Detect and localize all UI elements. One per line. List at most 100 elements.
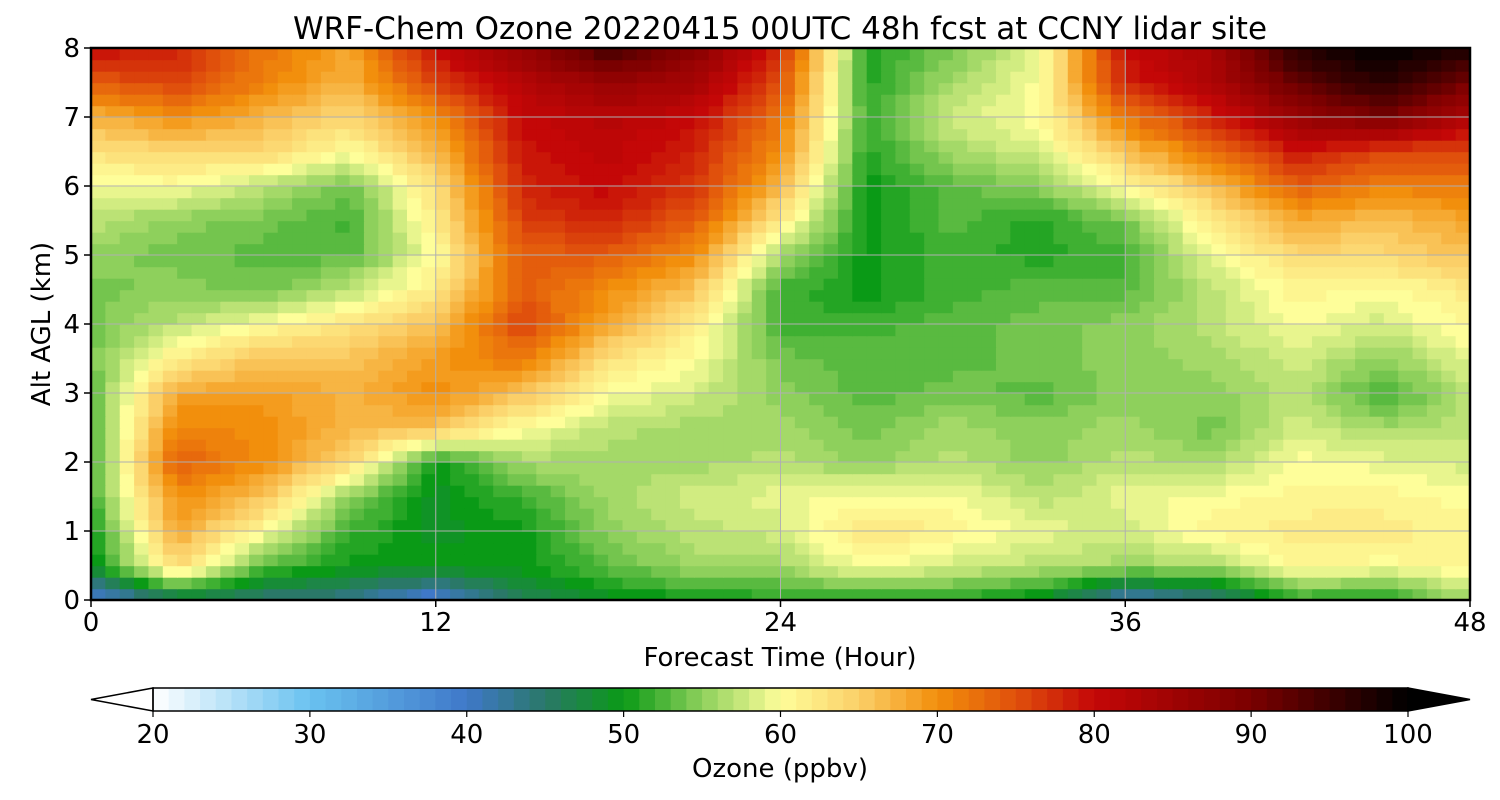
- heat-cell: [1297, 197, 1313, 210]
- heat-cell: [1383, 358, 1399, 371]
- heat-cell: [205, 485, 221, 498]
- heat-cell: [148, 542, 164, 555]
- heat-cell: [177, 71, 193, 84]
- heat-cell: [794, 519, 810, 532]
- heat-cell: [450, 347, 466, 360]
- heat-cell: [134, 59, 150, 72]
- heat-cell: [1254, 554, 1270, 567]
- heat-cell: [407, 71, 423, 84]
- heat-cell: [1125, 427, 1141, 440]
- heat-cell: [349, 542, 365, 555]
- heat-cell: [737, 565, 753, 578]
- heat-cell: [349, 416, 365, 429]
- heat-cell: [1240, 128, 1256, 141]
- heat-cell: [995, 197, 1012, 210]
- heat-cell: [392, 105, 408, 118]
- heat-cell: [1355, 163, 1371, 176]
- heat-cell: [1455, 312, 1471, 325]
- heat-cell: [723, 565, 739, 578]
- heat-cell: [263, 59, 279, 72]
- heat-cell: [191, 197, 207, 210]
- heat-cell: [1455, 347, 1471, 360]
- heat-cell: [205, 324, 221, 337]
- heat-cell: [1455, 324, 1471, 337]
- heat-cell: [119, 59, 135, 72]
- heat-cell: [119, 542, 135, 555]
- heat-cell: [1139, 473, 1155, 486]
- heat-cell: [995, 128, 1012, 141]
- heat-cell: [1240, 59, 1256, 72]
- heat-cell: [234, 381, 250, 394]
- heat-cell: [938, 416, 954, 429]
- heat-cell: [493, 393, 509, 406]
- heat-cell: [234, 450, 250, 463]
- heat-cell: [177, 174, 193, 187]
- heat-cell: [1326, 82, 1342, 95]
- heat-cell: [809, 485, 825, 498]
- heat-cell: [335, 105, 351, 118]
- heat-cell: [1355, 519, 1371, 532]
- colorbar-segment: [294, 688, 311, 711]
- heat-cell: [794, 542, 810, 555]
- heat-cell: [1426, 266, 1442, 279]
- heat-cell: [550, 174, 566, 187]
- heat-cell: [1297, 301, 1313, 314]
- heat-cell: [837, 519, 854, 532]
- heat-cell: [1455, 554, 1471, 567]
- heat-cell: [565, 565, 581, 578]
- heat-cell: [636, 554, 652, 567]
- heat-cell: [723, 289, 739, 302]
- heat-cell: [938, 519, 954, 532]
- heat-cell: [134, 301, 150, 314]
- heat-cell: [1225, 496, 1241, 509]
- heat-cell: [1455, 278, 1471, 291]
- heat-cell: [1297, 531, 1313, 544]
- heat-cell: [421, 450, 437, 463]
- heat-cell: [363, 232, 379, 245]
- heat-cell: [177, 117, 193, 130]
- heat-cell: [363, 496, 379, 509]
- heat-cell: [565, 59, 581, 72]
- heat-cell: [823, 588, 839, 601]
- heat-cell: [565, 163, 581, 176]
- heat-cell: [105, 381, 121, 394]
- heat-cell: [1067, 186, 1083, 199]
- heat-cell: [1225, 301, 1241, 314]
- heat-cell: [191, 289, 207, 302]
- heat-cell: [1398, 140, 1414, 153]
- heat-cell: [464, 450, 480, 463]
- heat-cell: [1039, 485, 1055, 498]
- heat-cell: [593, 140, 609, 153]
- heat-cell: [708, 358, 724, 371]
- heat-cell: [478, 370, 494, 383]
- heat-cell: [579, 462, 595, 475]
- heat-cell: [134, 232, 150, 245]
- heat-cell: [952, 71, 968, 84]
- heat-cell: [622, 508, 638, 521]
- heat-cell: [794, 82, 810, 95]
- heat-cell: [1340, 163, 1356, 176]
- heat-cell: [1139, 151, 1155, 164]
- heat-cell: [507, 462, 523, 475]
- heat-cell: [1297, 255, 1313, 268]
- heat-cell: [1211, 266, 1227, 279]
- heat-cell: [1311, 59, 1328, 72]
- heat-cell: [234, 335, 250, 348]
- heat-cell: [536, 588, 552, 601]
- heat-cell: [1254, 496, 1270, 509]
- heat-cell: [751, 531, 767, 544]
- heat-cell: [249, 128, 265, 141]
- colorbar-segment: [607, 688, 625, 711]
- heat-cell: [478, 381, 494, 394]
- heat-cell: [335, 427, 351, 440]
- heat-cell: [1340, 577, 1356, 590]
- heat-cell: [292, 105, 308, 118]
- heat-cell: [823, 485, 839, 498]
- heat-cell: [134, 335, 150, 348]
- heat-cell: [1168, 186, 1184, 199]
- heat-cell: [234, 232, 250, 245]
- heat-cell: [579, 128, 595, 141]
- heat-cell: [1412, 82, 1428, 95]
- heat-cell: [1297, 347, 1313, 360]
- heat-cell: [895, 128, 911, 141]
